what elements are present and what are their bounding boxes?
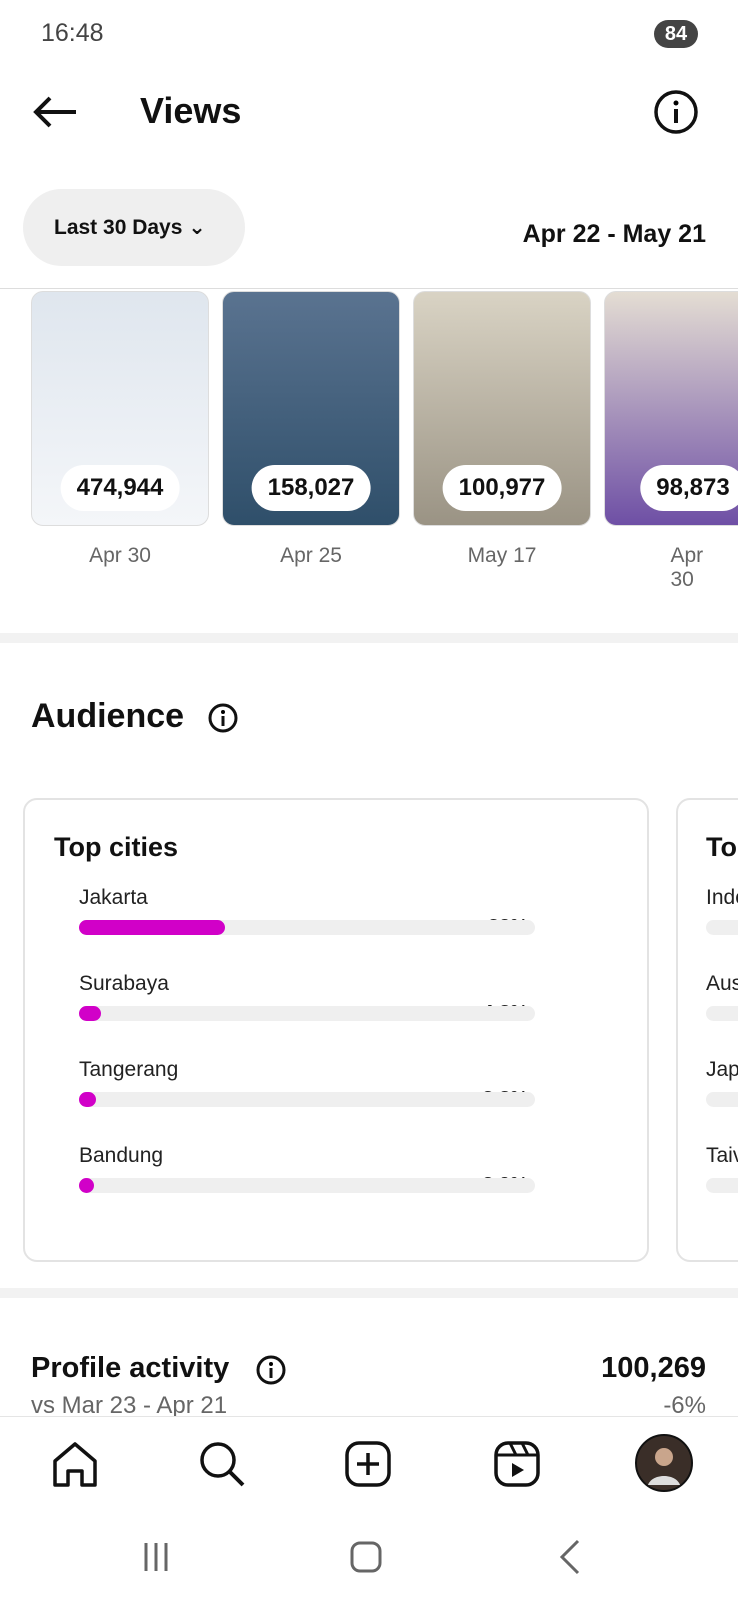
post-date: May 17 (467, 544, 537, 567)
section-divider (0, 633, 738, 643)
comparison: vs Mar 23 - Apr 21 (31, 1392, 228, 1419)
bar-track (706, 920, 738, 935)
bar-track (706, 1178, 738, 1193)
bar-track (79, 1178, 535, 1193)
post-date: Apr 30 (89, 544, 151, 567)
post-date: Apr 25 (280, 544, 342, 567)
next-card: To Indo Aus Jap Taiv (676, 798, 738, 1262)
bar-track (706, 1092, 738, 1107)
country-name: Aus (706, 972, 738, 995)
card-title: Top cities (54, 832, 179, 862)
divider (0, 288, 738, 289)
view-count: 158,027 (251, 465, 371, 511)
section-title: Profile activity (31, 1352, 230, 1384)
info-icon[interactable] (207, 702, 239, 734)
search-tab[interactable] (197, 1439, 247, 1489)
status-time: 16:48 (41, 19, 104, 47)
bar-track (79, 1006, 535, 1021)
city-name: Bandung (79, 1144, 164, 1167)
page-title: Views (140, 90, 242, 131)
bar (79, 920, 225, 935)
view-count: 474,944 (60, 465, 180, 511)
back-button[interactable] (30, 92, 78, 132)
info-icon[interactable] (255, 1354, 287, 1386)
bar (79, 1092, 97, 1107)
country-name: Taiv (706, 1144, 738, 1167)
bar-track (706, 1006, 738, 1021)
view-count: 98,873 (640, 465, 738, 511)
view-count: 100,977 (442, 465, 562, 511)
card-title: To (706, 832, 737, 862)
date-range: Apr 22 - May 21 (522, 220, 706, 248)
bottom-nav (0, 1416, 738, 1600)
section-title: Audience (31, 697, 185, 735)
reels-tab[interactable] (492, 1439, 542, 1489)
change: -6% (663, 1392, 706, 1419)
system-nav (144, 1539, 580, 1575)
bar (79, 1006, 101, 1021)
post-date: Apr 30 (670, 544, 704, 591)
country-name: Indo (706, 886, 738, 909)
create-tab[interactable] (343, 1439, 393, 1489)
city-name: Jakarta (79, 886, 148, 909)
city-name: Tangerang (79, 1058, 179, 1081)
profile-tab[interactable] (634, 1433, 694, 1493)
profile-value: 100,269 (601, 1352, 706, 1384)
home-tab[interactable] (50, 1439, 100, 1489)
country-name: Jap (706, 1058, 738, 1081)
range-filter[interactable]: Last 30 Days ⌄ (23, 189, 245, 266)
bar-track (79, 1092, 535, 1107)
bar-track (79, 920, 535, 935)
top-cities-card: Top cities Jakarta32%Surabaya4.8%Tangera… (23, 798, 649, 1262)
city-name: Surabaya (79, 972, 169, 995)
battery: 84 (654, 20, 698, 48)
bar (79, 1178, 94, 1193)
info-button[interactable] (653, 89, 699, 135)
range-label: Last 30 Days (54, 216, 183, 239)
section-divider (0, 1288, 738, 1298)
